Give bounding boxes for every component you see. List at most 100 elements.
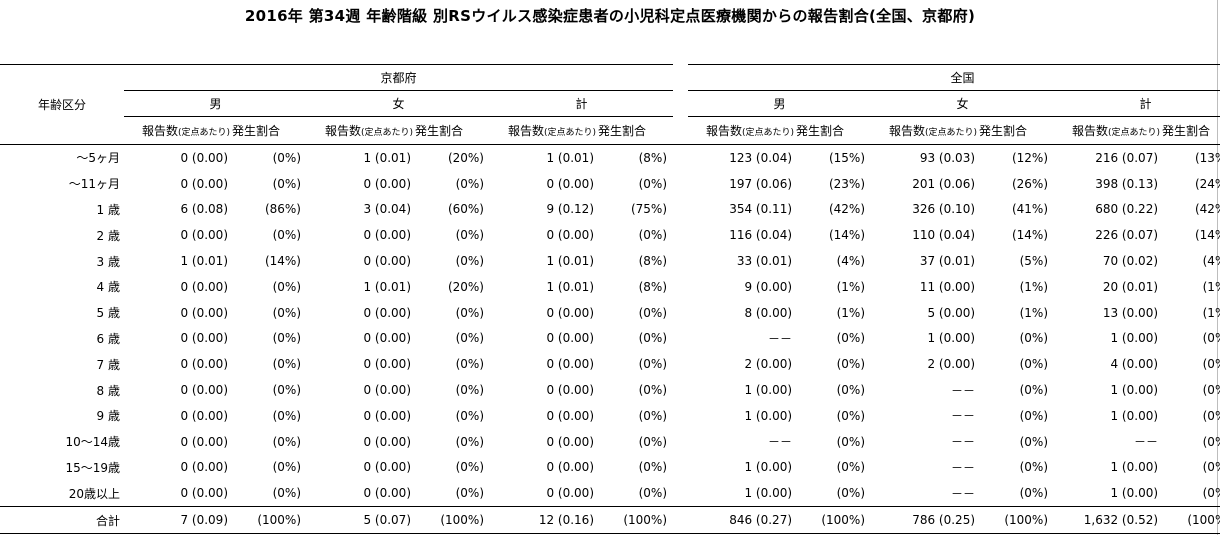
- age-cell: ～5ヶ月: [76, 151, 120, 166]
- rate-cell: (0%): [1019, 434, 1049, 449]
- rate-cell: (0%): [638, 305, 668, 320]
- count-cell: 0 (0.00): [180, 460, 228, 475]
- count-cell: 1 (0.01): [546, 150, 594, 165]
- rate-cell: (0%): [638, 486, 668, 501]
- count-cell: 2 (0.00): [927, 357, 976, 372]
- count-cell: 0 (0.00): [546, 331, 594, 346]
- count-cell: 354 (0.11): [729, 202, 793, 217]
- count-cell: 110 (0.04): [912, 228, 976, 243]
- table-row: 3 歳 1 (0.01) (14%) 0 (0.00) (0%) 1 (0.01) (8%)…: [0, 248, 1220, 274]
- column-gap: [673, 480, 688, 506]
- count-cell: 0 (0.00): [180, 357, 228, 372]
- rate-cell: (0%): [638, 357, 668, 372]
- table-row: 9 歳 0 (0.00) (0%) 0 (0.00) (0%) 0 (0.00) (0%) 1…: [0, 403, 1220, 429]
- table-row: ～5ヶ月 0 (0.00) (0%) 1 (0.01) (20%) 1 (0.01) (8%…: [0, 145, 1220, 171]
- table-row: 20歳以上 0 (0.00) (0%) 0 (0.00) (0%) 0 (0.00) (0%…: [0, 480, 1220, 506]
- rate-cell: (0%): [1019, 408, 1049, 423]
- rate-cell: (1%): [1019, 305, 1049, 320]
- rate-cell: (0%): [455, 254, 484, 269]
- count-cell: 1 (0.00): [1110, 383, 1159, 398]
- column-gap: [673, 300, 688, 326]
- count-cell: 5 (0.00): [927, 305, 976, 320]
- count-cell: 0 (0.00): [180, 228, 228, 243]
- sex-header: 男: [124, 90, 307, 117]
- count-cell: 0 (0.00): [180, 383, 228, 398]
- count-cell: 226 (0.07): [1095, 228, 1159, 243]
- count-cell: 93 (0.03): [919, 150, 976, 165]
- rate-cell: (0%): [1019, 486, 1049, 501]
- column-gap: [673, 326, 688, 352]
- count-cell: 216 (0.07): [1095, 150, 1159, 165]
- count-cell: 116 (0.04): [729, 228, 793, 243]
- count-cell: 0 (0.00): [180, 331, 228, 346]
- rate-header: 発生割合: [232, 116, 307, 145]
- count-cell: 1 (0.01): [546, 254, 594, 269]
- count-label: 報告数: [324, 124, 361, 138]
- count-cell: 0 (0.00): [546, 228, 594, 243]
- count-cell: 1 (0.01): [363, 279, 411, 294]
- rate-cell: (0%): [1202, 434, 1220, 449]
- region-header-kyoto: 京都府: [124, 64, 674, 91]
- age-cell: 1 歳: [96, 202, 120, 217]
- rate-cell: (0%): [455, 357, 484, 372]
- rate-cell: (100%): [1162, 506, 1220, 534]
- count-cell: 0 (0.00): [363, 460, 411, 475]
- rate-header: 発生割合: [415, 116, 490, 145]
- count-cell: 398 (0.13): [1095, 176, 1159, 191]
- count-cell: 0 (0.00): [180, 305, 228, 320]
- rate-header: 発生割合: [1162, 116, 1220, 145]
- rate-cell: (8%): [638, 254, 668, 269]
- rate-cell: (0%): [1202, 486, 1220, 501]
- count-cell: 197 (0.06): [729, 176, 793, 191]
- table-row: 7 歳 0 (0.00) (0%) 0 (0.00) (0%) 0 (0.00) (0%) 2…: [0, 351, 1220, 377]
- rate-cell: (4%): [836, 254, 866, 269]
- count-cell: 1 (0.00): [1110, 460, 1159, 475]
- rate-cell: (0%): [272, 486, 301, 501]
- count-cell: 1 (0.00): [1110, 486, 1159, 501]
- table-row: 4 歳 0 (0.00) (0%) 1 (0.01) (20%) 1 (0.01) (8%)…: [0, 274, 1220, 300]
- table-row: 15～19歳 0 (0.00) (0%) 0 (0.00) (0%) 0 (0.00) (0…: [0, 455, 1220, 481]
- rate-header: 発生割合: [598, 116, 674, 145]
- rate-cell: (0%): [272, 434, 301, 449]
- count-cell: 4 (0.00): [1110, 357, 1159, 372]
- rate-cell: (14%): [1011, 228, 1049, 243]
- per-site-label: (定点あたり): [741, 128, 795, 138]
- count-header: 報告数(定点あたり): [871, 116, 980, 145]
- rate-cell: (42%): [1194, 202, 1220, 217]
- rate-cell: (14%): [828, 228, 866, 243]
- sex-header: 計: [1054, 90, 1220, 117]
- total-row: 合計 7 (0.09) (100%) 5 (0.07) (100%) 12 (0.16)(…: [0, 506, 1220, 534]
- per-site-label: (定点あたり): [543, 128, 596, 138]
- rate-cell: (1%): [1202, 305, 1220, 320]
- count-label: 報告数: [507, 124, 544, 138]
- age-header: 年齢区分: [0, 64, 124, 145]
- count-cell: －－: [951, 383, 976, 398]
- rate-cell: (0%): [455, 305, 484, 320]
- rate-cell: (0%): [1202, 331, 1220, 346]
- rate-cell: (0%): [638, 176, 668, 191]
- rate-cell: (0%): [638, 331, 668, 346]
- table-row: 6 歳 0 (0.00) (0%) 0 (0.00) (0%) 0 (0.00) (0%) －…: [0, 326, 1220, 352]
- column-gap: [673, 351, 688, 377]
- count-cell: 1 (0.00): [744, 383, 793, 398]
- count-cell: 0 (0.00): [180, 279, 228, 294]
- rate-cell: (1%): [836, 305, 866, 320]
- count-header: 報告数(定点あたり): [124, 116, 232, 145]
- count-cell: 0 (0.00): [363, 434, 411, 449]
- rate-cell: (0%): [272, 460, 301, 475]
- column-gap: [673, 429, 688, 455]
- rate-cell: (41%): [1011, 202, 1049, 217]
- rate-cell: (0%): [836, 486, 866, 501]
- count-cell: 2 (0.00): [744, 357, 793, 372]
- count-cell: 123 (0.04): [729, 150, 793, 165]
- count-header: 報告数(定点あたり): [490, 116, 598, 145]
- count-cell: 326 (0.10): [912, 202, 976, 217]
- sex-header: 女: [307, 90, 490, 117]
- rate-cell: (0%): [836, 460, 866, 475]
- count-cell: 12 (0.16): [490, 506, 598, 534]
- count-cell: 0 (0.00): [363, 228, 411, 243]
- rate-cell: (8%): [638, 279, 668, 294]
- count-cell: 7 (0.09): [124, 506, 232, 534]
- column-gap: [673, 91, 688, 117]
- column-gap: [673, 455, 688, 481]
